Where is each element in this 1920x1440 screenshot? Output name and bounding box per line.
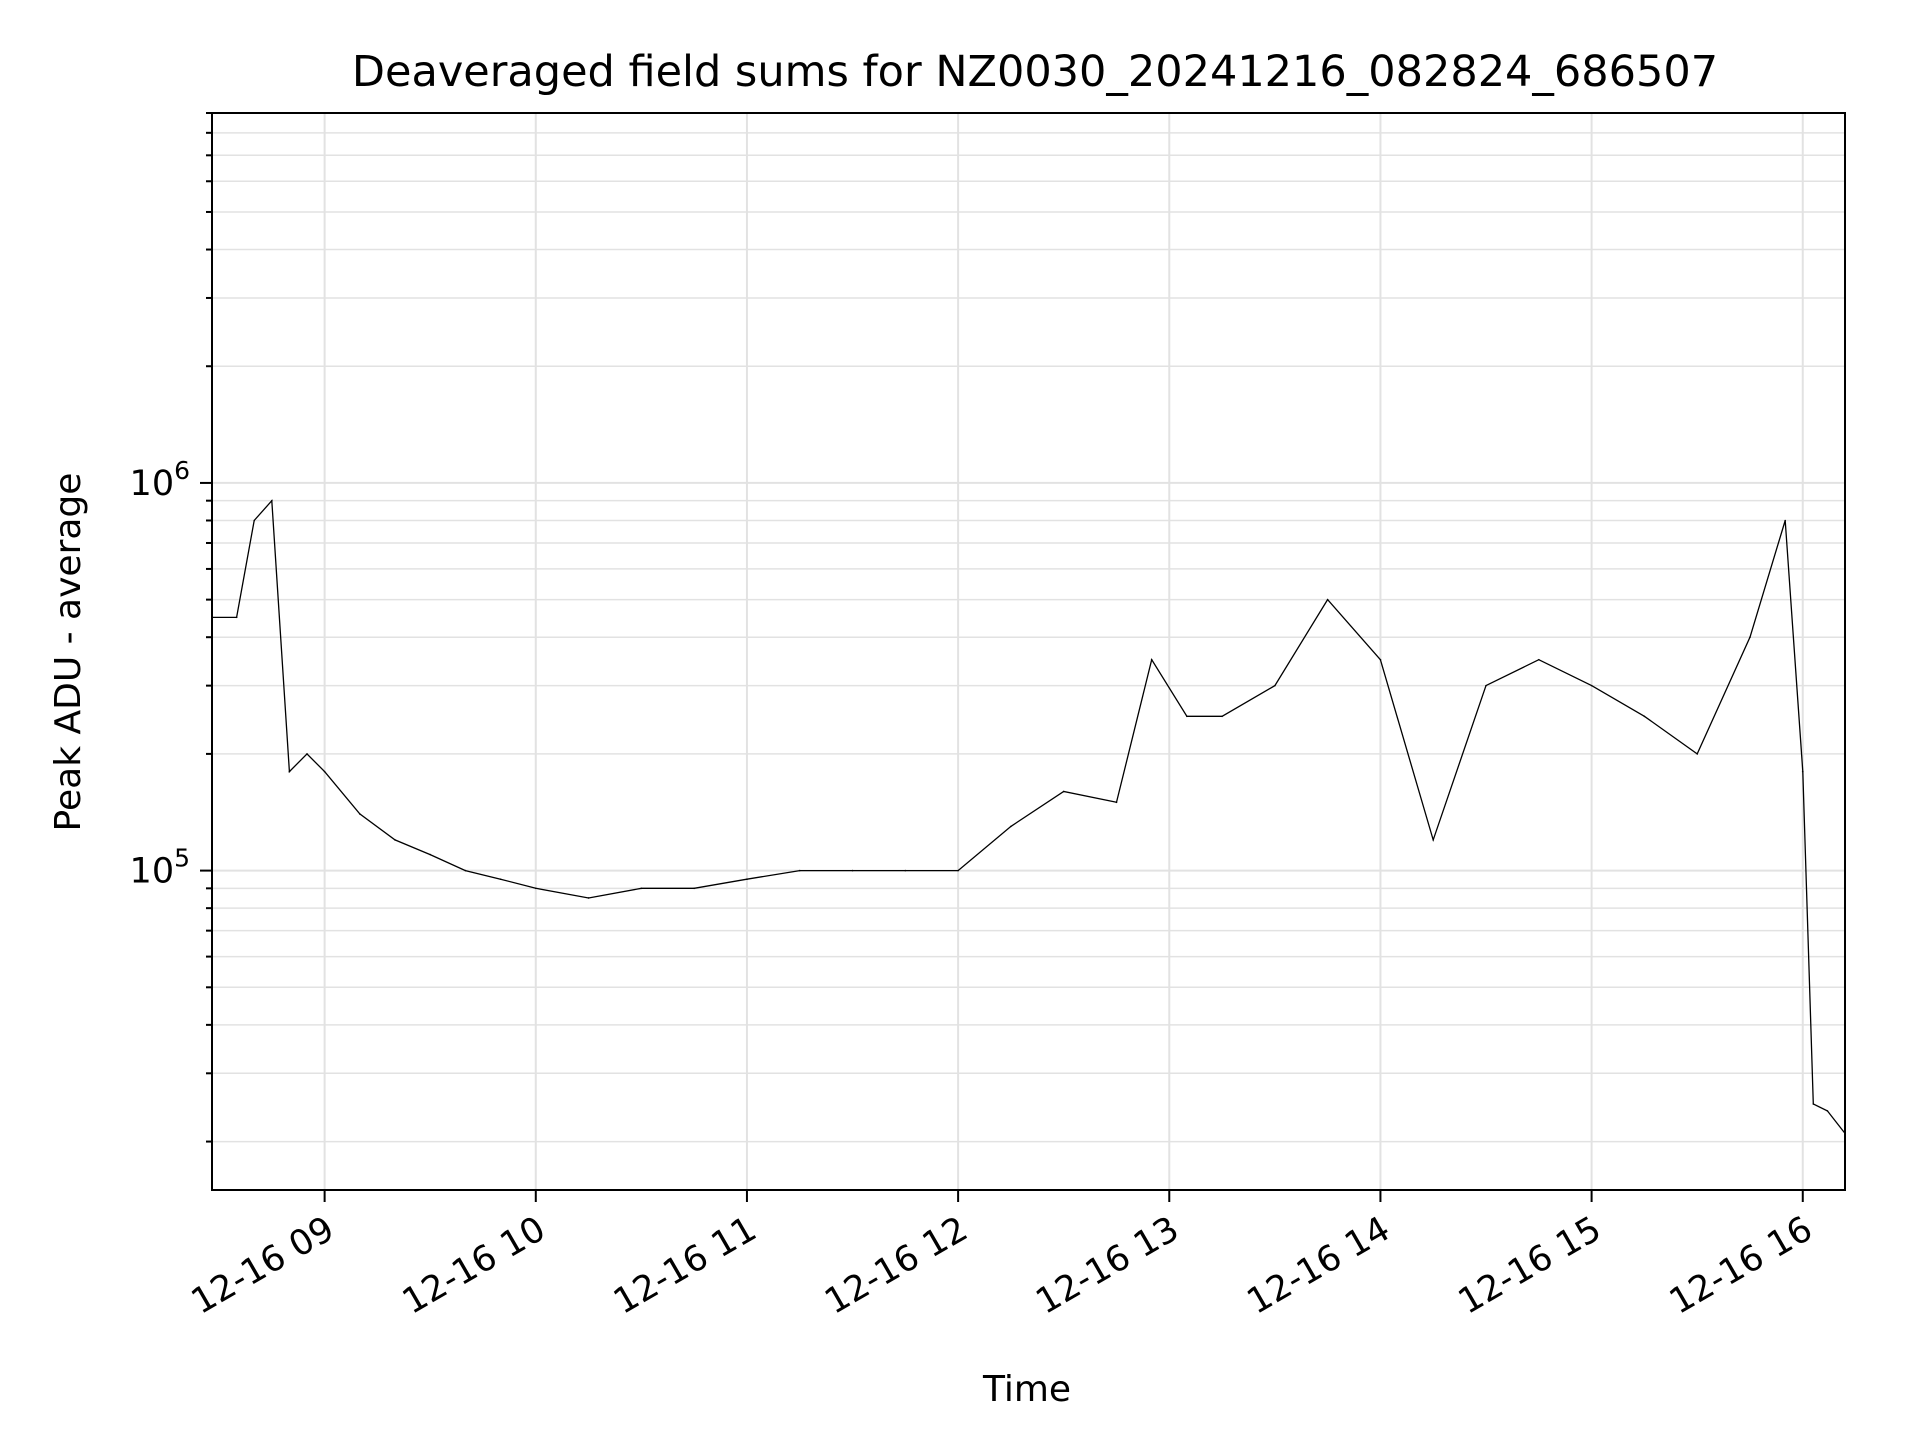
data-point (957, 869, 959, 872)
data-point (534, 887, 537, 890)
y-tick-label-base: 10 (130, 852, 175, 892)
data-point (1812, 1103, 1815, 1105)
data-point (1062, 790, 1065, 793)
data-point (1826, 1110, 1829, 1112)
data-point (359, 813, 361, 815)
data-point (904, 869, 907, 872)
data-point (394, 839, 396, 841)
data-point (429, 853, 432, 856)
data-point (306, 753, 308, 755)
data-point (323, 770, 326, 773)
y-tick-label-exponent: 5 (174, 844, 190, 873)
data-point (1326, 598, 1329, 601)
data-point (1538, 658, 1540, 661)
data-point (1010, 825, 1012, 828)
data-point (1221, 715, 1223, 718)
data-point (1150, 658, 1153, 661)
data-point (1115, 801, 1118, 804)
data-point (1590, 684, 1593, 687)
data-point (851, 869, 854, 872)
data-point (271, 499, 273, 502)
data-point (1801, 770, 1804, 773)
data-point (235, 616, 238, 619)
data-point (746, 878, 748, 881)
y-tick-label: 105 (130, 844, 190, 892)
data-point (1696, 753, 1698, 755)
data-point (1379, 658, 1382, 661)
axes-frame (211, 112, 1846, 1191)
chart-title: Deaveraged field sums for NZ0030_2024121… (352, 47, 1718, 97)
y-tick-label-base: 10 (130, 464, 175, 504)
y-axis-label: Peak ADU - average (48, 473, 89, 832)
y-tick-label: 106 (130, 456, 190, 504)
data-point (464, 869, 467, 872)
data-point (253, 519, 256, 522)
data-point (288, 770, 291, 773)
data-point (1784, 519, 1786, 522)
data-point (1432, 839, 1435, 841)
data-point (640, 887, 643, 890)
series-line (212, 499, 1846, 1134)
x-axis-label: Time (982, 1369, 1071, 1410)
grid (212, 112, 1845, 1190)
data-point (587, 897, 590, 899)
data-point (693, 887, 695, 890)
data-point (1274, 684, 1276, 687)
data-point (1643, 715, 1646, 718)
y-tick-label-exponent: 6 (174, 456, 190, 485)
data-point (499, 878, 502, 881)
data-point (798, 869, 801, 872)
data-point (1485, 684, 1487, 687)
data-point (1749, 636, 1751, 638)
data-point (1186, 715, 1188, 718)
